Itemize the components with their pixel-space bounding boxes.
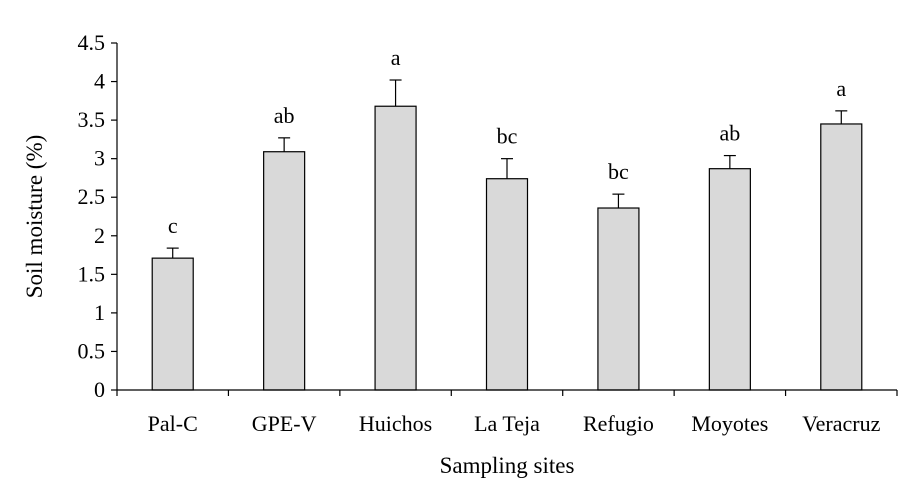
y-tick-label: 2.5 (78, 184, 106, 209)
significance-label: c (168, 213, 178, 238)
bar (597, 207, 640, 391)
y-tick-label: 3 (94, 146, 105, 171)
bar (263, 151, 306, 391)
bar (708, 168, 751, 391)
y-tick-label: 2 (94, 223, 105, 248)
x-tick-label: Pal-C (148, 411, 198, 436)
y-tick-label: 3.5 (78, 107, 106, 132)
y-tick-label: 0 (94, 377, 105, 402)
y-tick-label: 4 (94, 69, 105, 94)
y-tick-label: 4.5 (78, 30, 106, 55)
y-tick-label: 1 (94, 300, 105, 325)
x-tick-label: GPE-V (252, 411, 317, 436)
bar (151, 257, 194, 391)
significance-label: ab (274, 103, 295, 128)
x-tick-label: Huichos (359, 411, 432, 436)
y-axis-title: Soil moisture (%) (22, 135, 47, 299)
x-tick-label: Moyotes (691, 411, 768, 436)
bar (820, 123, 863, 391)
bar (485, 178, 529, 391)
y-tick-label: 1.5 (78, 261, 106, 286)
significance-label: a (391, 45, 401, 70)
bar (374, 105, 417, 391)
x-tick-label: Refugio (583, 411, 654, 436)
x-tick-label: Veracruz (802, 411, 880, 436)
y-axis-ticks: 0 0.5 1 1.5 2 2.5 3 3.5 4 4.5 (78, 30, 117, 402)
x-axis-ticks: Pal-C GPE-V Huichos La Teja Refugio Moyotes Ve… (116, 390, 898, 436)
x-tick-label: La Teja (474, 411, 540, 436)
significance-label: bc (608, 159, 629, 184)
significance-label: ab (719, 121, 740, 146)
x-axis-title: Sampling sites (440, 453, 575, 478)
significance-label: a (836, 76, 846, 101)
significance-label: bc (497, 124, 518, 149)
bars-group: c ab a bc bc ab a (151, 45, 863, 391)
y-tick-label: 0.5 (78, 338, 106, 363)
